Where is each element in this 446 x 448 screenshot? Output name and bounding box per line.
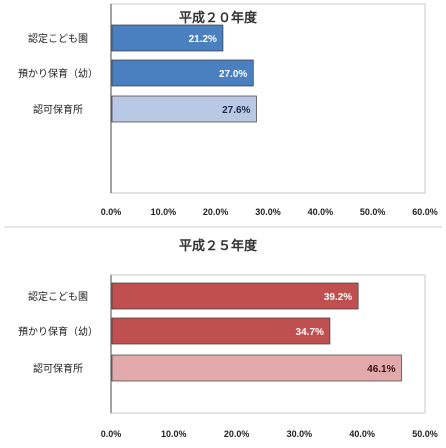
chart-title: 平成２５年度	[179, 238, 258, 254]
category-label: 認可保育所	[33, 103, 83, 116]
x-tick-label: 10.0%	[161, 429, 187, 439]
bar	[111, 317, 331, 345]
x-tick-label: 50.0%	[412, 429, 438, 439]
bar	[111, 95, 257, 123]
data-label: 27.6%	[222, 105, 250, 116]
x-tick-label: 40.0%	[308, 207, 334, 217]
category-label: 預かり保育（幼）	[18, 325, 98, 338]
data-label: 21.2%	[189, 34, 217, 45]
x-tick-label: 0.0%	[101, 207, 122, 217]
x-tick-label: 30.0%	[255, 207, 281, 217]
category-label: 認可保育所	[33, 362, 83, 375]
x-tick-label: 50.0%	[360, 207, 386, 217]
category-label: 認定こども園	[28, 32, 88, 45]
x-tick-label: 10.0%	[151, 207, 177, 217]
chart-title: 平成２０年度	[179, 10, 258, 26]
bar	[111, 59, 254, 87]
category-label: 認定こども園	[28, 290, 88, 303]
data-label: 27.0%	[219, 69, 247, 80]
data-label: 46.1%	[367, 364, 395, 375]
data-label: 34.7%	[296, 327, 324, 338]
bar	[111, 354, 402, 382]
bar	[111, 24, 224, 52]
bar	[111, 282, 359, 310]
x-tick-label: 20.0%	[224, 429, 250, 439]
category-label: 預かり保育（幼）	[18, 67, 98, 80]
data-label: 39.2%	[324, 292, 352, 303]
x-tick-label: 30.0%	[287, 429, 313, 439]
x-tick-label: 20.0%	[203, 207, 229, 217]
x-tick-label: 40.0%	[349, 429, 375, 439]
x-tick-label: 0.0%	[101, 429, 122, 439]
x-tick-label: 60.0%	[412, 207, 438, 217]
